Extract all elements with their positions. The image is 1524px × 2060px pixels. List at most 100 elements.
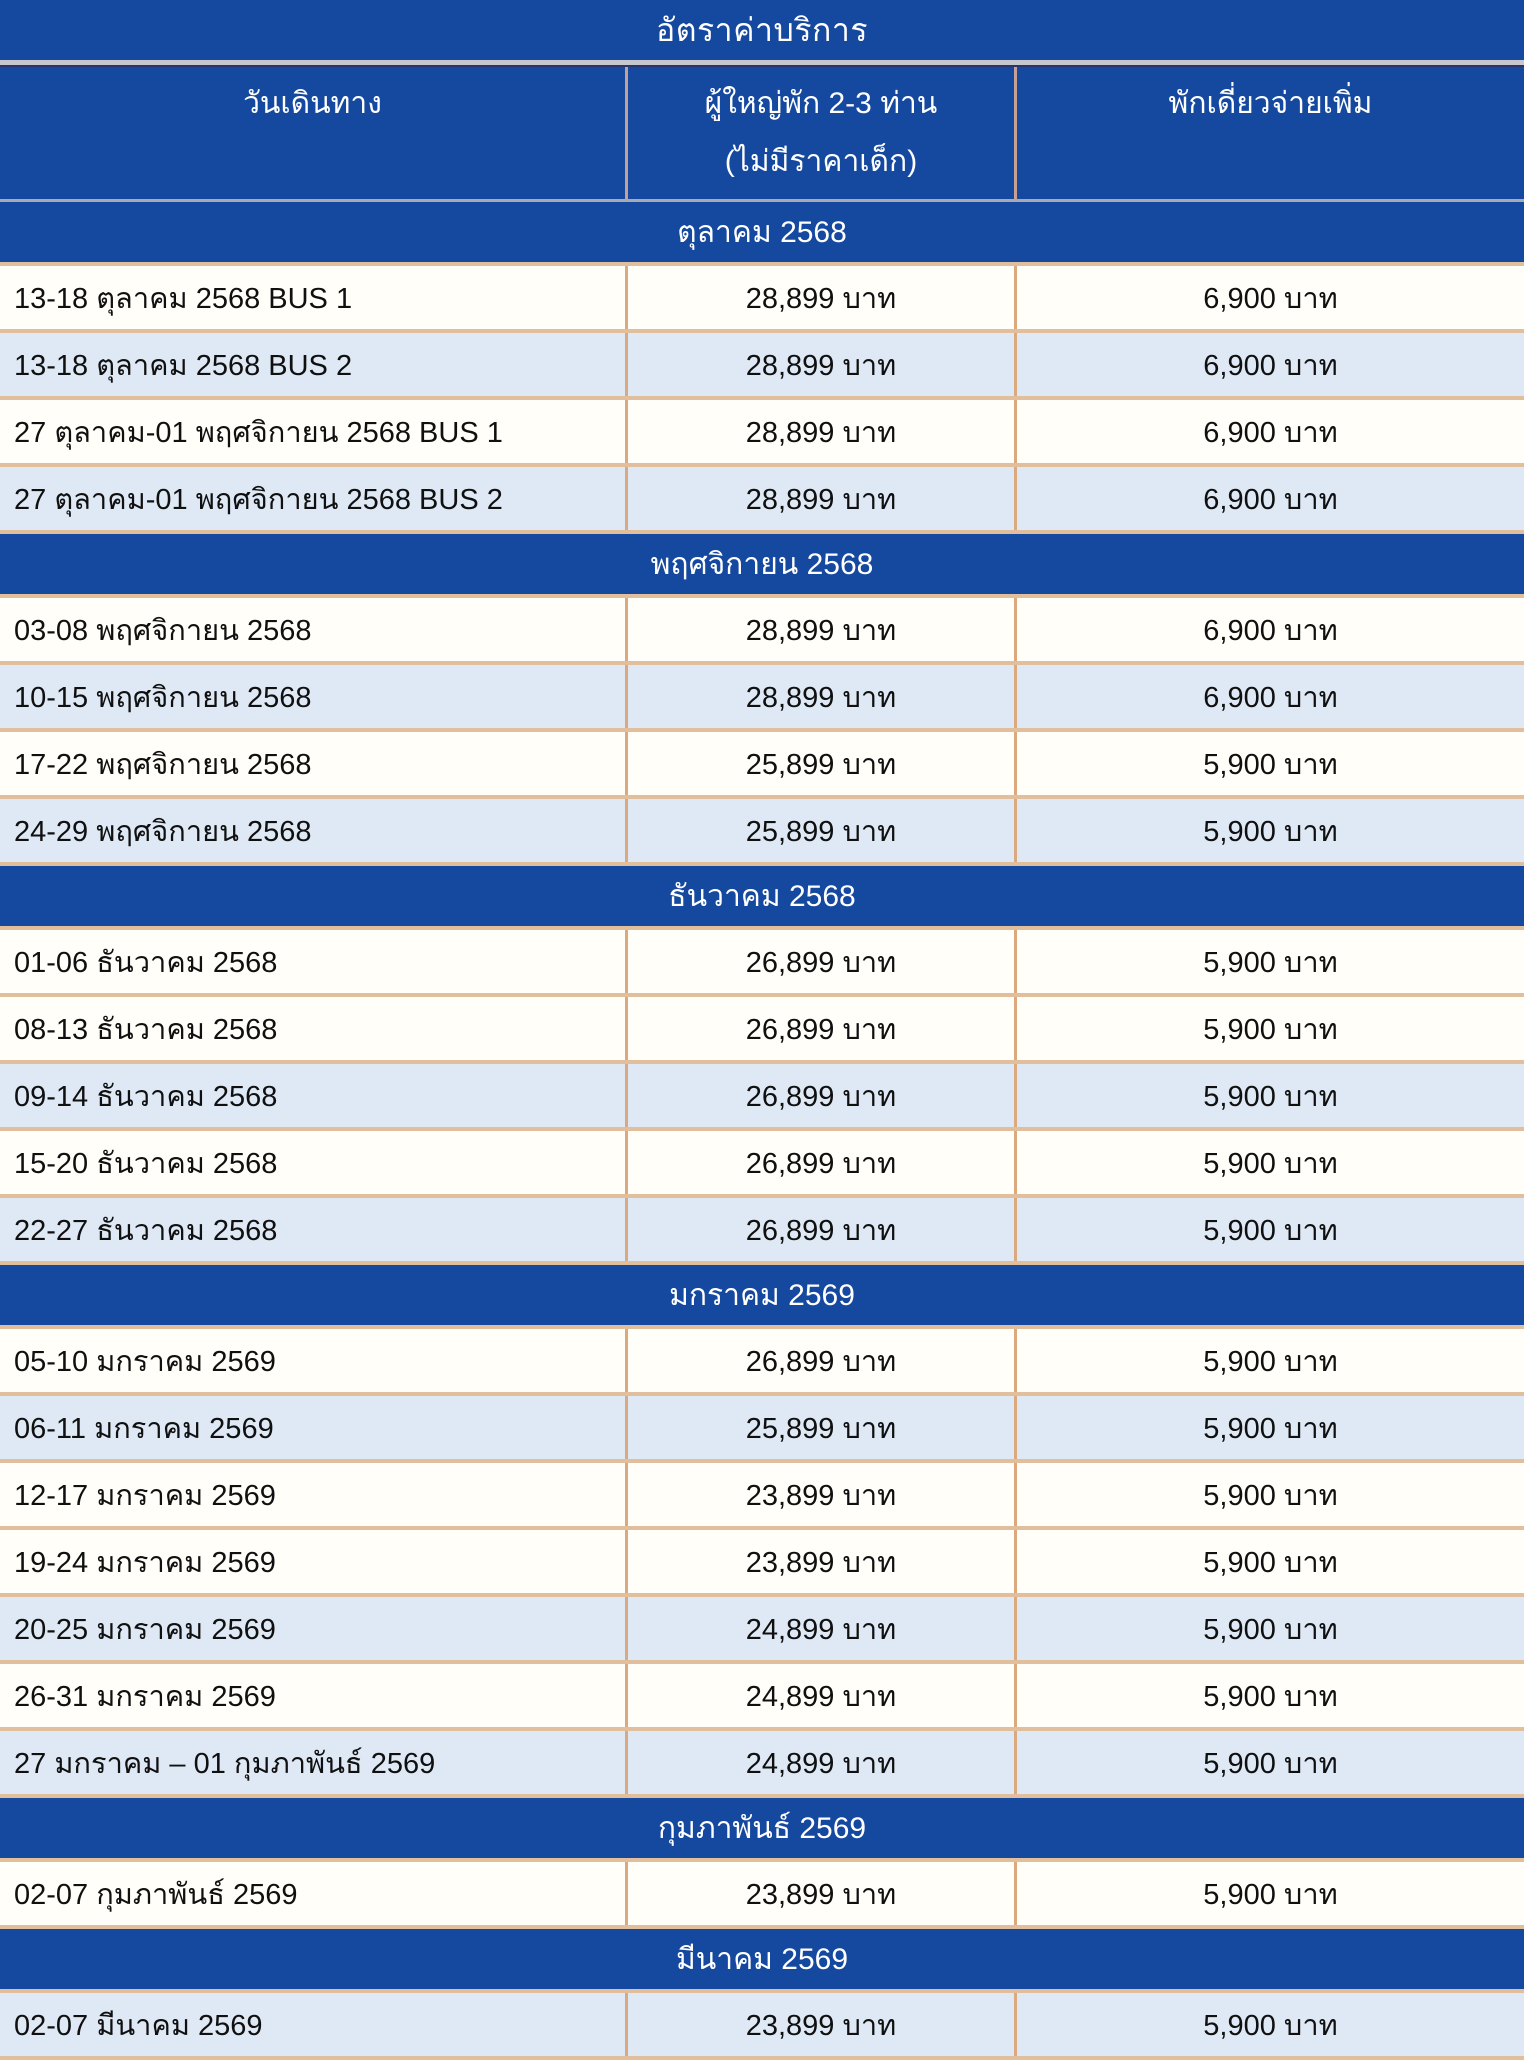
table-row: 22-27 ธันวาคม 2568 26,899 บาท 5,900 บาท [0,1198,1524,1265]
travel-date-cell: 10-15 พฤศจิกายน 2568 [0,665,625,728]
single-supplement-cell: 5,900 บาท [1017,1731,1524,1794]
travel-date-cell: 03-08 พฤศจิกายน 2568 [0,598,625,661]
travel-date-cell-text: 22-27 ธันวาคม 2568 [14,1214,278,1247]
adult-price-cell-text: 28,899 บาท [745,349,897,382]
table-row: 05-10 มกราคม 2569 26,899 บาท 5,900 บาท [0,1329,1524,1396]
table-row: 24-29 พฤศจิกายน 2568 25,899 บาท 5,900 บาท [0,799,1524,866]
single-supplement-cell: 5,900 บาท [1017,1131,1524,1194]
travel-date-cell: 01-06 ธันวาคม 2568 [0,930,625,993]
table-row: 03-08 พฤศจิกายน 2568 28,899 บาท 6,900 บาท [0,598,1524,665]
month-section-label: พฤศจิกายน 2568 [650,547,874,581]
travel-date-cell-text: 15-20 ธันวาคม 2568 [14,1147,278,1180]
single-supplement-cell-text: 5,900 บาท [1203,1345,1338,1378]
adult-price-cell: 28,899 บาท [625,400,1017,463]
table-title-text: อัตราค่าบริการ [655,11,869,48]
travel-date-cell: 09-14 ธันวาคม 2568 [0,1064,625,1127]
adult-price-cell: 28,899 บาท [625,598,1017,661]
single-supplement-cell: 5,900 บาท [1017,1396,1524,1459]
table-title: อัตราค่าบริการ [0,0,1524,60]
single-supplement-cell: 5,900 บาท [1017,930,1524,993]
adult-price-cell: 28,899 บาท [625,665,1017,728]
adult-price-cell-text: 23,899 บาท [745,1479,897,1512]
adult-price-cell: 26,899 บาท [625,1131,1017,1194]
single-supplement-cell-text: 5,900 บาท [1203,1747,1338,1780]
table-row: 06-11 มกราคม 2569 25,899 บาท 5,900 บาท [0,1396,1524,1463]
single-supplement-cell: 5,900 บาท [1017,1993,1524,2056]
adult-price-cell: 23,899 บาท [625,1862,1017,1925]
single-supplement-cell: 6,900 บาท [1017,333,1524,396]
travel-date-cell-text: 20-25 มกราคม 2569 [14,1613,276,1646]
single-supplement-cell: 5,900 บาท [1017,1597,1524,1660]
table-row: 02-07 มีนาคม 2569 23,899 บาท 5,900 บาท [0,1993,1524,2060]
travel-date-cell-text: 06-11 มกราคม 2569 [14,1412,274,1445]
single-supplement-cell: 6,900 บาท [1017,598,1524,661]
adult-price-cell-text: 23,899 บาท [745,1878,897,1911]
table-row: 27 ตุลาคม-01 พฤศจิกายน 2568 BUS 2 28,899 … [0,467,1524,534]
single-supplement-cell: 5,900 บาท [1017,799,1524,862]
travel-date-cell: 20-25 มกราคม 2569 [0,1597,625,1660]
single-supplement-cell: 6,900 บาท [1017,665,1524,728]
single-supplement-cell-text: 5,900 บาท [1203,1680,1338,1713]
column-header-single-supplement: พักเดี่ยวจ่ายเพิ่ม [1017,67,1524,199]
travel-date-cell-text: 27 ตุลาคม-01 พฤศจิกายน 2568 BUS 1 [14,416,503,449]
adult-price-cell-text: 25,899 บาท [745,1412,897,1445]
adult-price-cell: 28,899 บาท [625,266,1017,329]
month-section-header: มีนาคม 2569 [0,1929,1524,1993]
travel-date-cell: 27 มกราคม – 01 กุมภาพันธ์ 2569 [0,1731,625,1794]
adult-price-cell-text: 24,899 บาท [745,1613,897,1646]
adult-price-cell: 26,899 บาท [625,1198,1017,1261]
month-section-label: มีนาคม 2569 [675,1942,849,1976]
table-row: 26-31 มกราคม 2569 24,899 บาท 5,900 บาท [0,1664,1524,1731]
adult-price-cell: 28,899 บาท [625,333,1017,396]
table-body: ตุลาคม 2568 13-18 ตุลาคม 2568 BUS 1 28,899… [0,202,1524,2060]
travel-date-cell-text: 19-24 มกราคม 2569 [14,1546,276,1579]
travel-date-cell: 13-18 ตุลาคม 2568 BUS 2 [0,333,625,396]
table-row: 02-07 กุมภาพันธ์ 2569 23,899 บาท 5,900 บาท [0,1862,1524,1929]
column-header-date-label: วันเดินทาง [243,87,382,120]
single-supplement-cell: 5,900 บาท [1017,1463,1524,1526]
travel-date-cell-text: 24-29 พฤศจิกายน 2568 [14,815,312,848]
table-row: 09-14 ธันวาคม 2568 26,899 บาท 5,900 บาท [0,1064,1524,1131]
single-supplement-cell-text: 5,900 บาท [1203,1546,1338,1579]
table-row: 27 ตุลาคม-01 พฤศจิกายน 2568 BUS 1 28,899 … [0,400,1524,467]
travel-date-cell: 12-17 มกราคม 2569 [0,1463,625,1526]
single-supplement-cell: 5,900 บาท [1017,1064,1524,1127]
travel-date-cell-text: 03-08 พฤศจิกายน 2568 [14,614,312,647]
single-supplement-cell-text: 6,900 บาท [1203,681,1338,714]
single-supplement-cell: 6,900 บาท [1017,467,1524,530]
travel-date-cell-text: 09-14 ธันวาคม 2568 [14,1080,278,1113]
adult-price-cell-text: 23,899 บาท [745,2009,897,2042]
single-supplement-cell-text: 6,900 บาท [1203,349,1338,382]
travel-date-cell: 13-18 ตุลาคม 2568 BUS 1 [0,266,625,329]
table-row: 17-22 พฤศจิกายน 2568 25,899 บาท 5,900 บาท [0,732,1524,799]
single-supplement-cell-text: 6,900 บาท [1203,614,1338,647]
adult-price-cell: 24,899 บาท [625,1597,1017,1660]
table-row: 19-24 มกราคม 2569 23,899 บาท 5,900 บาท [0,1530,1524,1597]
column-header-adult-line1: ผู้ใหญ่พัก 2-3 ท่าน [704,87,938,120]
single-supplement-cell-text: 6,900 บาท [1203,282,1338,315]
adult-price-cell: 23,899 บาท [625,1993,1017,2056]
single-supplement-cell-text: 5,900 บาท [1203,2009,1338,2042]
table-row: 13-18 ตุลาคม 2568 BUS 2 28,899 บาท 6,900 บ… [0,333,1524,400]
travel-date-cell: 08-13 ธันวาคม 2568 [0,997,625,1060]
travel-date-cell-text: 13-18 ตุลาคม 2568 BUS 2 [14,349,353,382]
adult-price-cell: 25,899 บาท [625,732,1017,795]
travel-date-cell: 05-10 มกราคม 2569 [0,1329,625,1392]
single-supplement-cell-text: 6,900 บาท [1203,416,1338,449]
adult-price-cell-text: 23,899 บาท [745,1546,897,1579]
single-supplement-cell-text: 5,900 บาท [1203,1214,1338,1247]
single-supplement-cell: 5,900 บาท [1017,997,1524,1060]
travel-date-cell: 27 ตุลาคม-01 พฤศจิกายน 2568 BUS 1 [0,400,625,463]
table-row: 01-06 ธันวาคม 2568 26,899 บาท 5,900 บาท [0,930,1524,997]
adult-price-cell-text: 26,899 บาท [745,946,897,979]
column-header-date: วันเดินทาง [0,67,625,199]
single-supplement-cell: 5,900 บาท [1017,1664,1524,1727]
table-row: 13-18 ตุลาคม 2568 BUS 1 28,899 บาท 6,900 บ… [0,266,1524,333]
adult-price-cell-text: 28,899 บาท [745,282,897,315]
adult-price-cell: 23,899 บาท [625,1463,1017,1526]
adult-price-cell: 26,899 บาท [625,1329,1017,1392]
travel-date-cell-text: 27 มกราคม – 01 กุมภาพันธ์ 2569 [14,1747,436,1780]
single-supplement-cell: 6,900 บาท [1017,400,1524,463]
travel-date-cell-text: 02-07 มีนาคม 2569 [14,2009,263,2042]
travel-date-cell: 24-29 พฤศจิกายน 2568 [0,799,625,862]
